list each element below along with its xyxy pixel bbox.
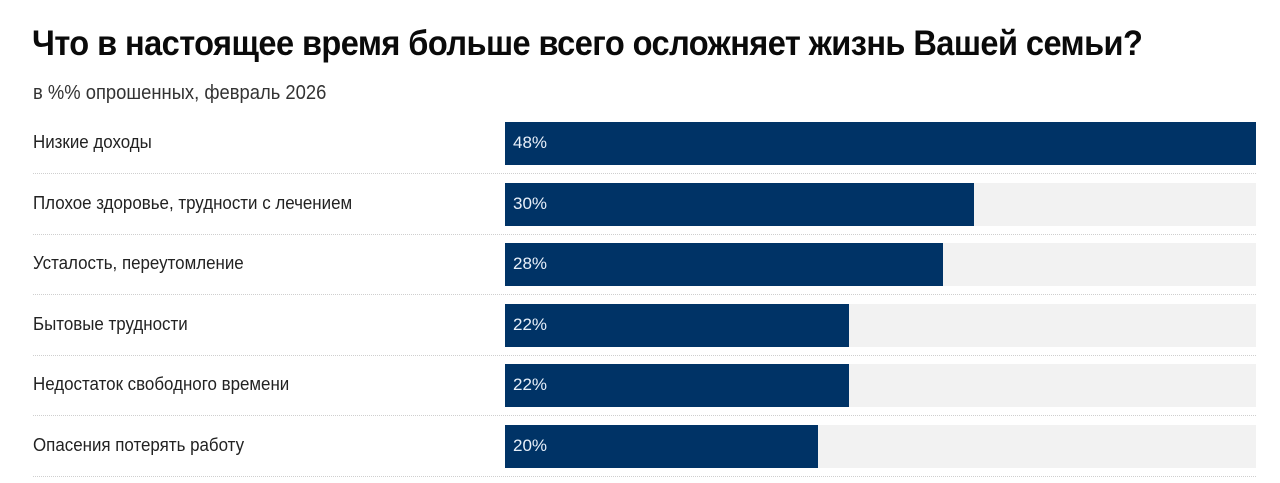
row-label: Опасения потерять работу bbox=[33, 434, 245, 455]
chart-row: Недостаток свободного времени 22% bbox=[33, 364, 1256, 425]
chart-subtitle: в %% опрошенных, февраль 2026 bbox=[33, 82, 327, 104]
bar-track: 28% bbox=[505, 243, 1256, 287]
bar: 22% bbox=[505, 364, 850, 408]
bar-track: 20% bbox=[505, 424, 1256, 468]
chart-title: Что в настоящее время больше всего ослож… bbox=[32, 24, 1143, 63]
row-label: Усталость, переутомление bbox=[33, 253, 244, 274]
bar-track: 30% bbox=[505, 182, 1256, 226]
chart-row: Плохое здоровье, трудности с лечением 30… bbox=[33, 182, 1256, 244]
bar-track: 22% bbox=[505, 303, 1256, 347]
bar: 48% bbox=[505, 122, 1256, 165]
bar-value-label: 30% bbox=[513, 193, 548, 213]
row-label: Бытовые трудности bbox=[33, 313, 188, 334]
row-separator bbox=[33, 173, 1256, 174]
bar: 28% bbox=[505, 243, 944, 287]
row-separator bbox=[33, 475, 1256, 477]
row-label: Низкие доходы bbox=[33, 132, 152, 152]
bar: 30% bbox=[505, 182, 975, 226]
row-label: Недостаток свободного времени bbox=[33, 374, 290, 395]
row-separator bbox=[33, 294, 1256, 296]
chart-row: Низкие доходы 48% bbox=[33, 122, 1256, 183]
bar: 22% bbox=[505, 303, 850, 347]
row-separator bbox=[33, 354, 1256, 356]
bar-track: 48% bbox=[505, 122, 1256, 165]
bar-value-label: 48% bbox=[513, 133, 548, 152]
bar-value-label: 28% bbox=[513, 254, 548, 274]
chart-row: Усталость, переутомление 28% bbox=[33, 243, 1256, 304]
chart-row: Бытовые трудности 22% bbox=[33, 303, 1256, 365]
bar-value-label: 22% bbox=[513, 375, 548, 395]
row-separator bbox=[33, 415, 1256, 417]
chart-rows: Низкие доходы 48% Плохое здоровье, трудн… bbox=[33, 122, 1256, 483]
bar-value-label: 20% bbox=[513, 435, 548, 455]
bar-track: 22% bbox=[505, 364, 1256, 408]
bar: 20% bbox=[505, 424, 818, 468]
row-label: Плохое здоровье, трудности с лечением bbox=[33, 192, 353, 213]
chart-row: Опасения потерять работу 20% bbox=[33, 424, 1256, 483]
bar-value-label: 22% bbox=[513, 314, 548, 334]
row-separator bbox=[33, 233, 1256, 235]
